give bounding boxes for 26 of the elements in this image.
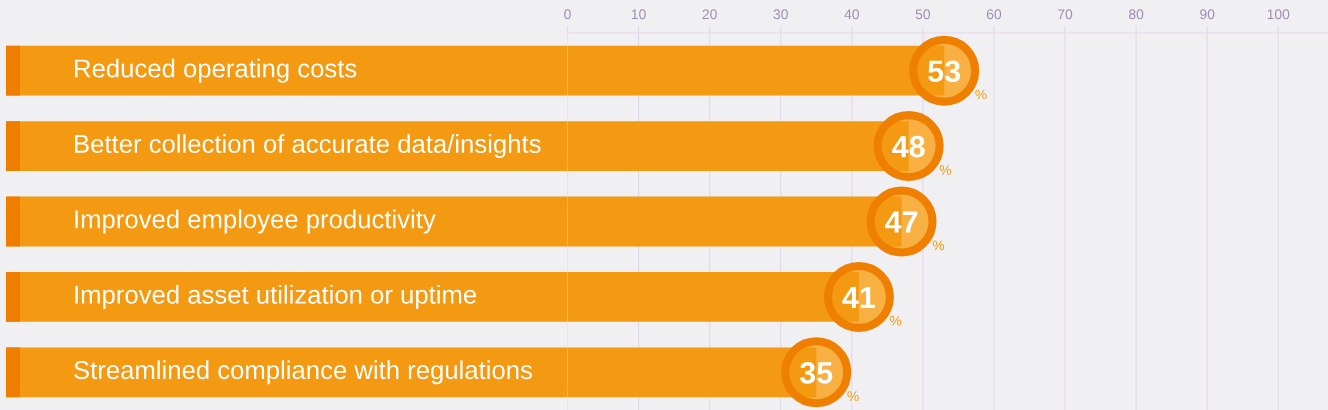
data-label: 35 [799,362,833,384]
y-tick-label: Better collection of accurate data/insights [75,134,541,159]
annotation: % [890,315,902,326]
data-label: 48 [892,135,925,158]
data-label: 53 [928,60,961,83]
y-tick-label: Improved asset utilization or uptime [75,284,477,309]
x-tick-label: 30 [773,9,788,20]
x-tick-label: 80 [1128,9,1144,20]
x-tick-label: 100 [1267,9,1290,20]
annotation: % [975,89,987,100]
annotation: % [939,165,952,175]
x-tick-label: 70 [1058,9,1073,20]
y-tick-label: Improved employee productivity [75,209,436,234]
data-label: 47 [885,211,918,233]
data-label: 41 [842,286,876,308]
annotation: % [847,391,859,401]
y-tick-label: Streamlined compliance with regulations [74,360,532,385]
x-tick-label: 20 [702,9,717,20]
x-tick-label: 60 [986,9,1002,20]
x-tick-label: 10 [631,9,646,20]
x-tick-label: 0 [564,9,571,20]
annotation: % [932,240,945,251]
x-tick-label: 50 [915,9,931,20]
x-tick-label: 90 [1200,9,1215,20]
x-tick-label: 40 [844,9,859,20]
y-tick-label: Reduced operating costs [75,58,357,83]
